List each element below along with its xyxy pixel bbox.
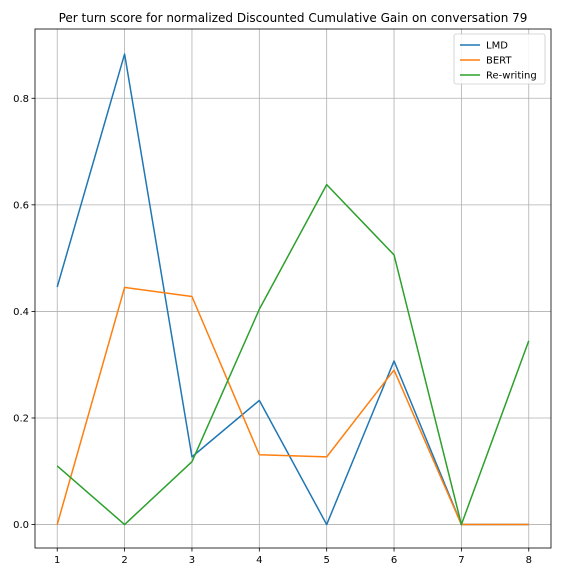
legend-label: LMD — [486, 41, 508, 52]
y-tick-label: 0.8 — [13, 94, 29, 105]
x-tick-label: 1 — [54, 555, 60, 566]
x-tick-label: 2 — [121, 555, 127, 566]
grid — [35, 29, 551, 548]
series-lines — [56, 53, 530, 526]
plot-frame — [34, 28, 552, 549]
series-line-lmd — [56, 53, 529, 526]
legend: LMD BERT Re-writing — [453, 33, 546, 85]
series-line-re-writing — [56, 183, 530, 526]
legend-box — [453, 33, 546, 85]
legend-label: BERT — [486, 56, 512, 67]
x-tick-label: 8 — [526, 555, 532, 566]
y-tick-label: 0.2 — [13, 413, 29, 424]
axis-ticks: 1 2 3 4 5 6 7 8 0.0 0.2 0.4 0.6 0.8 — [13, 94, 532, 566]
legend-label: Re-writing — [486, 71, 537, 82]
series-line-bert — [56, 286, 529, 526]
x-tick-label: 4 — [256, 555, 262, 566]
x-tick-label: 6 — [391, 555, 397, 566]
x-tick-label: 7 — [458, 555, 464, 566]
x-tick-label: 5 — [323, 555, 329, 566]
chart-title: Per turn score for normalized Discounted… — [59, 11, 528, 25]
y-tick-label: 0.4 — [13, 307, 29, 318]
x-tick-label: 3 — [189, 555, 195, 566]
y-tick-label: 0.0 — [13, 520, 29, 531]
y-tick-label: 0.6 — [13, 200, 29, 211]
